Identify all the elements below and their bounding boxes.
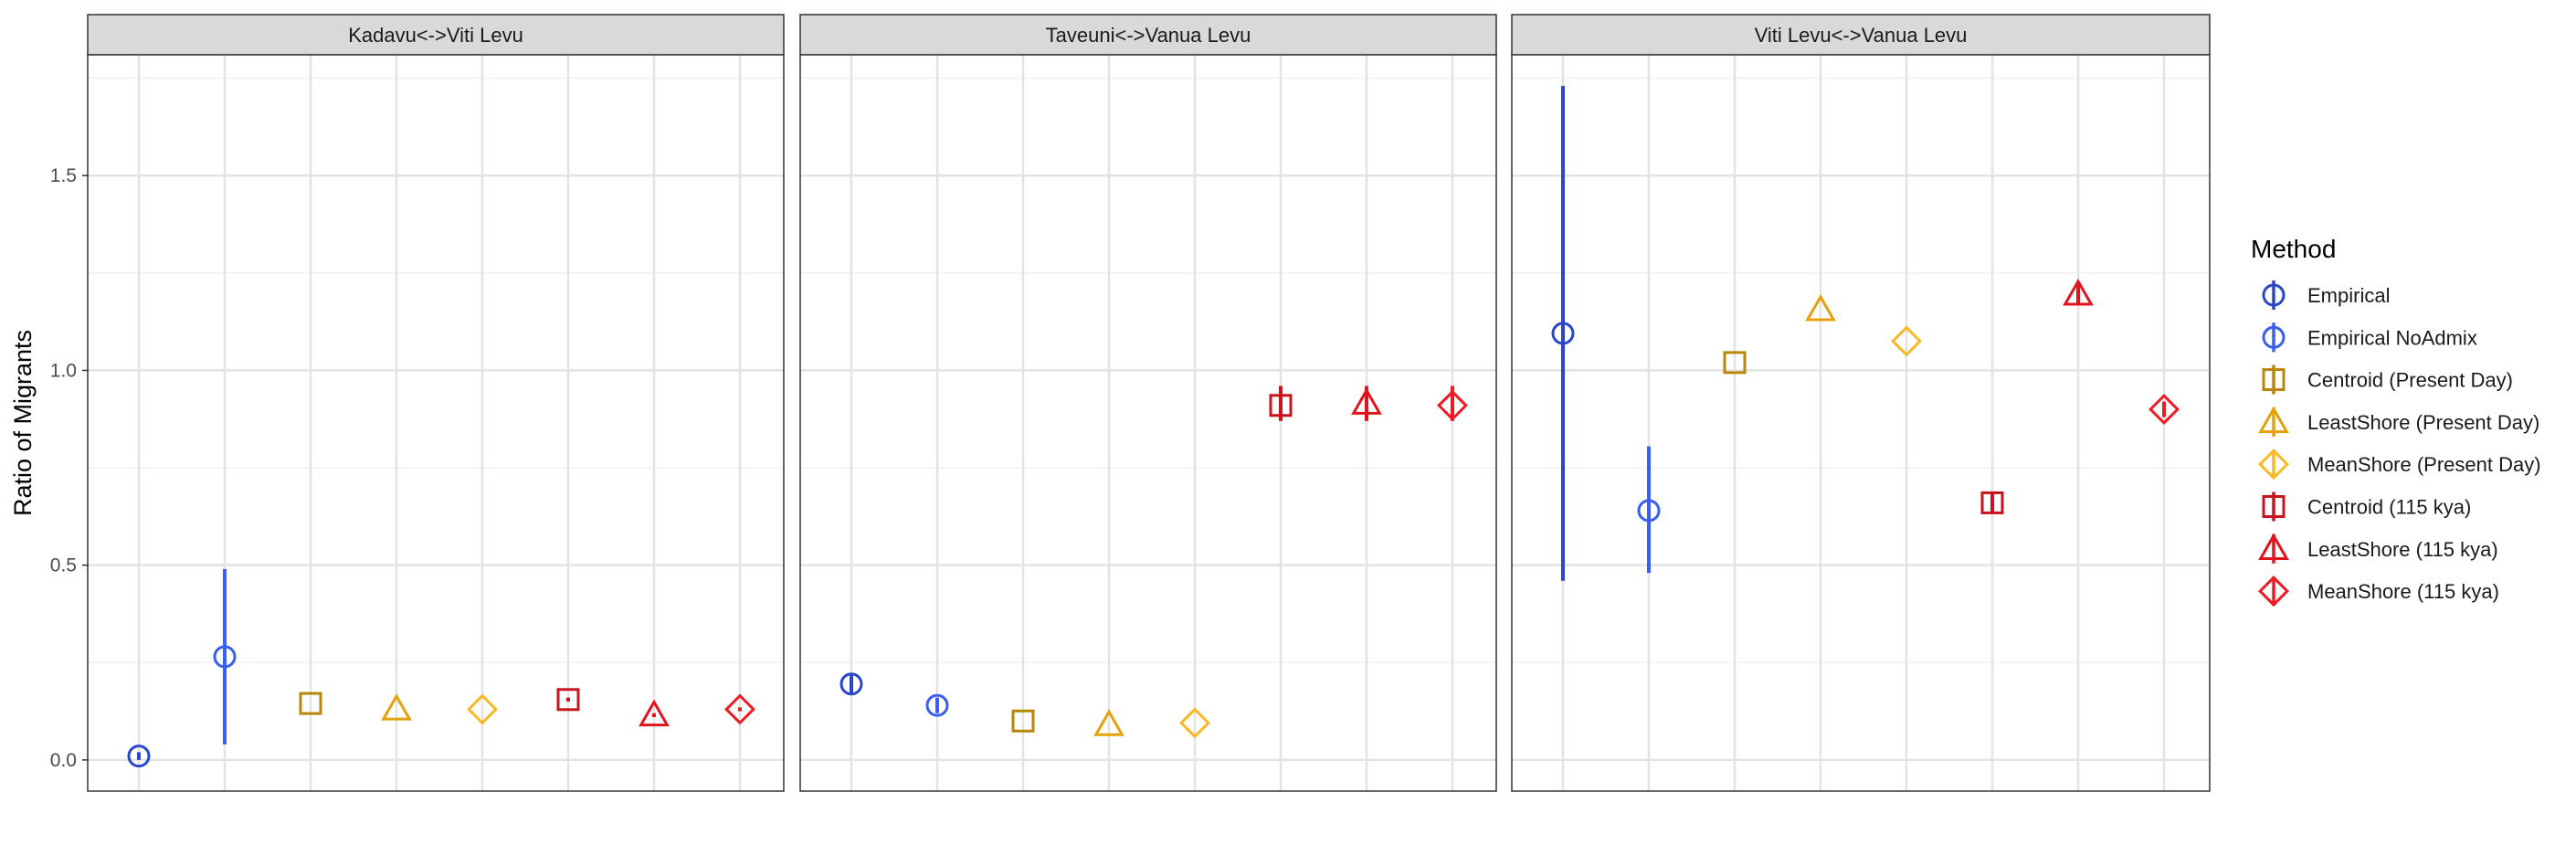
data-point bbox=[1723, 351, 1747, 375]
data-point bbox=[1805, 294, 1836, 322]
panel-border bbox=[87, 54, 785, 792]
data-point bbox=[127, 745, 151, 768]
facet-strip bbox=[799, 14, 1497, 56]
legend-label: LeastShore (Present Day) bbox=[2307, 411, 2539, 434]
legend-label: LeastShore (115 kya) bbox=[2307, 538, 2498, 561]
legend-item: Centroid (115 kya) bbox=[2262, 491, 2471, 522]
legend: Method Empirical Empirical NoAdmix Centroid… bbox=[2251, 235, 2541, 607]
legend-label: Empirical bbox=[2307, 284, 2390, 307]
data-point bbox=[839, 672, 863, 696]
legend-key-marker bbox=[2262, 368, 2286, 392]
data-point bbox=[467, 693, 498, 725]
panel-border bbox=[1511, 54, 2211, 792]
legend-label: Centroid (Present Day) bbox=[2307, 369, 2513, 392]
data-point bbox=[2063, 278, 2094, 306]
legend-key-marker bbox=[2262, 283, 2286, 307]
panel-border bbox=[799, 54, 1497, 792]
facet-panel-1: Kadavu<->Viti Levu bbox=[87, 14, 785, 792]
legend-key-marker bbox=[2258, 576, 2289, 607]
y-axis-title: Ratio of Migrants bbox=[9, 330, 37, 516]
legend-label: Empirical NoAdmix bbox=[2307, 326, 2477, 349]
y-tick-label: 0.0 bbox=[50, 750, 77, 771]
legend-item: Empirical NoAdmix bbox=[2262, 322, 2477, 353]
data-point bbox=[1891, 325, 1922, 357]
plot-background bbox=[1512, 55, 2210, 791]
legend-label: Centroid (115 kya) bbox=[2307, 496, 2471, 519]
legend-key-marker bbox=[2262, 495, 2286, 518]
y-tick-label: 1.0 bbox=[50, 360, 77, 381]
data-point bbox=[1179, 707, 1210, 739]
facet-title: Viti Levu<->Vanua Levu bbox=[1755, 24, 1968, 47]
facet-title: Taveuni<->Vanua Levu bbox=[1046, 24, 1251, 47]
data-point bbox=[639, 699, 670, 727]
data-point bbox=[1093, 709, 1124, 736]
legend-item: Centroid (Present Day) bbox=[2262, 364, 2513, 395]
facet-strip bbox=[1511, 14, 2211, 56]
legend-key-marker bbox=[2262, 325, 2286, 349]
data-point bbox=[213, 645, 237, 669]
data-point bbox=[1551, 322, 1575, 345]
y-tick-label: 1.5 bbox=[50, 165, 77, 186]
data-point bbox=[1351, 387, 1382, 415]
plot-background bbox=[800, 55, 1496, 791]
data-point bbox=[1980, 491, 2004, 514]
data-point bbox=[2148, 394, 2180, 426]
legend-item: MeanShore (115 kya) bbox=[2258, 576, 2499, 607]
facet-panel-3: Viti Levu<->Vanua Levu bbox=[1511, 14, 2211, 792]
data-point bbox=[556, 688, 580, 712]
y-tick-label: 0.5 bbox=[50, 555, 77, 576]
legend-item: MeanShore (Present Day) bbox=[2258, 449, 2541, 481]
data-point bbox=[1011, 709, 1035, 733]
data-point bbox=[925, 693, 949, 717]
legend-label: MeanShore (115 kya) bbox=[2307, 580, 2499, 603]
data-point bbox=[381, 693, 412, 721]
facet-strip bbox=[87, 14, 785, 56]
data-point bbox=[299, 692, 322, 715]
legend-item: LeastShore (115 kya) bbox=[2258, 533, 2498, 564]
legend-title: Method bbox=[2251, 235, 2336, 263]
data-point bbox=[724, 693, 755, 725]
data-point bbox=[1269, 394, 1293, 417]
data-point bbox=[1437, 389, 1468, 421]
legend-label: MeanShore (Present Day) bbox=[2307, 453, 2541, 476]
facet-panel-2: Taveuni<->Vanua Levu bbox=[799, 14, 1497, 792]
legend-item: LeastShore (Present Day) bbox=[2258, 406, 2539, 437]
facet-title: Kadavu<->Viti Levu bbox=[348, 24, 523, 47]
legend-key-marker bbox=[2258, 533, 2289, 561]
plot-background bbox=[88, 55, 784, 791]
legend-key-marker bbox=[2258, 406, 2289, 434]
data-point bbox=[1637, 499, 1661, 523]
legend-key-marker bbox=[2258, 449, 2289, 481]
legend-item: Empirical bbox=[2262, 280, 2390, 310]
